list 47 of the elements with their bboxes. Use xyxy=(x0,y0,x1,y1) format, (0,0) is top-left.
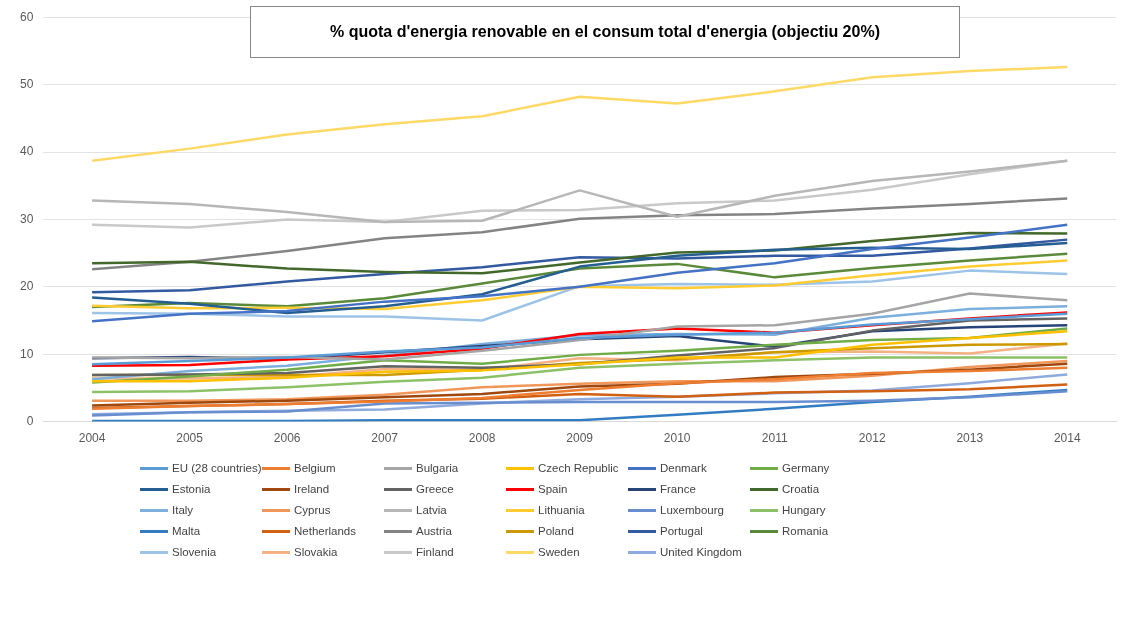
y-tick-label: 50 xyxy=(19,76,34,91)
legend-label: Estonia xyxy=(172,483,211,495)
x-tick-label: 2008 xyxy=(468,431,496,446)
y-tick-label: 0 xyxy=(26,413,34,428)
legend-label: Austria xyxy=(416,525,452,537)
y-tick-label: 40 xyxy=(19,144,34,159)
legend-label: Belgium xyxy=(294,462,336,474)
x-tick-label: 2006 xyxy=(273,431,301,446)
x-tick-label: 2009 xyxy=(566,431,594,446)
x-tick-label: 2014 xyxy=(1053,431,1081,446)
legend-label: Portugal xyxy=(660,525,703,537)
legend-label: Slovakia xyxy=(294,546,338,558)
legend-label: Denmark xyxy=(660,462,707,474)
y-tick-label: 20 xyxy=(19,279,34,294)
x-tick-label: 2007 xyxy=(371,431,399,446)
legend-label: Slovenia xyxy=(172,546,217,558)
legend-label: Romania xyxy=(782,525,829,537)
x-tick-label: 2011 xyxy=(761,431,788,446)
legend-label: Finland xyxy=(416,546,454,558)
legend-label: EU (28 countries) xyxy=(172,462,262,474)
y-tick-label: 30 xyxy=(19,211,34,226)
y-tick-label: 10 xyxy=(19,346,34,361)
legend-label: Hungary xyxy=(782,504,826,516)
x-tick-label: 2012 xyxy=(858,431,886,446)
legend-label: Germany xyxy=(782,462,830,474)
legend-label: France xyxy=(660,483,696,495)
legend-label: Bulgaria xyxy=(416,462,459,474)
legend-label: Lithuania xyxy=(538,504,585,516)
legend-label: Czech Republic xyxy=(538,462,619,474)
legend-label: Netherlands xyxy=(294,525,357,537)
legend-label: Cyprus xyxy=(294,504,331,516)
y-tick-label: 60 xyxy=(19,9,34,24)
legend-label: Luxembourg xyxy=(660,504,724,516)
x-tick-label: 2004 xyxy=(78,431,106,446)
legend-label: Spain xyxy=(538,483,568,495)
legend-label: Italy xyxy=(172,504,194,516)
legend-label: Sweden xyxy=(538,546,580,558)
legend-label: United Kingdom xyxy=(660,546,742,558)
legend-label: Poland xyxy=(538,525,574,537)
legend-label: Greece xyxy=(416,483,454,495)
x-tick-label: 2013 xyxy=(956,431,984,446)
legend-label: Malta xyxy=(172,525,201,537)
x-tick-label: 2005 xyxy=(176,431,204,446)
legend-label: Ireland xyxy=(294,483,330,495)
legend-label: Croatia xyxy=(782,483,820,495)
legend-label: Latvia xyxy=(416,504,447,516)
x-tick-label: 2010 xyxy=(663,431,691,446)
